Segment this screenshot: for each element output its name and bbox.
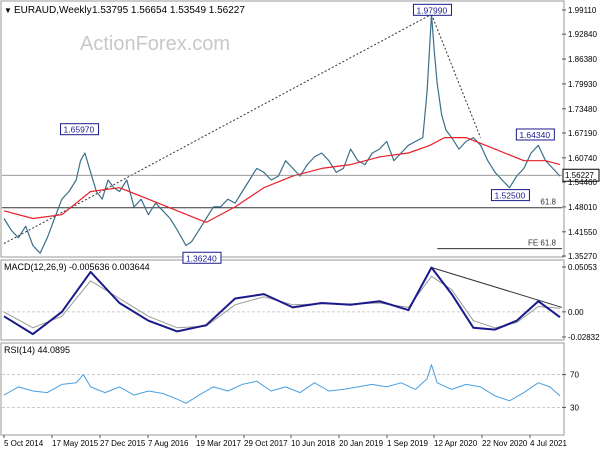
price-y-tick-label: 1.48010 — [568, 203, 597, 212]
current-price-label: 1.56227 — [565, 171, 594, 180]
price-annotation-label: 1.36240 — [186, 253, 217, 263]
x-tick-label: 17 May 2015 — [52, 439, 99, 448]
rsi-layer — [2, 364, 562, 408]
price-y-tick-label: 1.54460 — [568, 178, 597, 187]
rsi-title: RSI(14) 44.0895 — [4, 345, 70, 355]
price-annotation-label: 1.52500 — [494, 191, 525, 201]
macd-y-tick-label: 0.00 — [568, 308, 584, 317]
x-tick-label: 22 Nov 2020 — [482, 439, 528, 448]
x-tick-label: 12 Apr 2020 — [434, 439, 478, 448]
current-price-box — [562, 168, 600, 182]
axis-layer: 1.99110 1.92840 1.86380 1.79930 1.73480 1.671… — [3, 6, 600, 448]
macd-title: MACD(12,26,9) -0.005636 0.003644 — [4, 262, 150, 272]
price-y-tick-label: 1.92840 — [568, 30, 597, 39]
x-tick-label: 7 Aug 2016 — [148, 439, 189, 448]
macd-trendline — [431, 266, 563, 308]
price-y-tick-label: 1.41550 — [568, 228, 597, 237]
price-y-tick-label: 1.79930 — [568, 80, 597, 89]
rsi-y-tick-label: 30 — [570, 403, 579, 412]
macd-y-tick-label: 0.05053 — [568, 263, 597, 272]
x-tick-label: 29 Oct 2017 — [244, 439, 288, 448]
fib-level-label: 61.8 — [540, 198, 556, 207]
x-tick-label: 5 Oct 2014 — [4, 439, 44, 448]
price-y-tick-label: 1.99110 — [568, 6, 597, 15]
price-annotation-label: 1.65970 — [64, 125, 95, 135]
price-layer: 61.8 FE 61.8 1.56227 1.97990 1.65970 1.64340 1… — [2, 3, 600, 264]
price-annotation-box — [490, 189, 530, 202]
rsi-y-tick-label: 70 — [570, 371, 579, 380]
price-trendline-rising — [3, 13, 432, 244]
macd-layer — [2, 266, 563, 336]
rsi-panel-frame — [0, 342, 565, 436]
price-y-tick-label: 1.60740 — [568, 154, 597, 163]
price-panel-frame — [0, 0, 565, 258]
x-tick-label: 4 Jul 2021 — [530, 439, 567, 448]
fib-level-label: FE 61.8 — [528, 239, 557, 248]
x-tick-label: 10 Jun 2018 — [291, 439, 336, 448]
price-y-tick-label: 1.86380 — [568, 55, 597, 64]
price-annotation-label: 1.97990 — [416, 5, 447, 15]
header-arrow-icon: ▼ — [4, 6, 12, 15]
price-y-tick-label: 1.67190 — [568, 129, 597, 138]
price-trendline-falling — [431, 14, 482, 138]
price-y-tick-label: 1.73480 — [568, 105, 597, 114]
price-annotation-label: 1.64340 — [519, 130, 550, 140]
price-y-tick-label: 1.35270 — [568, 252, 597, 261]
rsi-line — [3, 364, 561, 404]
price-annotation-box — [412, 3, 452, 16]
price-annotation-box — [182, 251, 222, 264]
price-line — [3, 13, 561, 254]
price-annotation-box — [515, 128, 555, 141]
watermark: ActionForex.com — [80, 33, 230, 55]
macd-panel-frame — [0, 259, 565, 341]
header-symbol: EURAUD,Weekly — [14, 5, 92, 16]
x-tick-label: 27 Dec 2015 — [100, 439, 146, 448]
price-annotation-box — [60, 123, 100, 136]
header-ohlc: 1.53795 1.56654 1.53549 1.56227 — [92, 5, 245, 16]
macd-line — [3, 266, 561, 336]
x-tick-label: 20 Jan 2019 — [339, 439, 384, 448]
macd-y-tick-label: -0.028323 — [568, 333, 600, 342]
x-tick-label: 19 Mar 2017 — [196, 439, 241, 448]
moving-average-line — [3, 137, 561, 223]
x-tick-label: 1 Sep 2019 — [387, 439, 428, 448]
